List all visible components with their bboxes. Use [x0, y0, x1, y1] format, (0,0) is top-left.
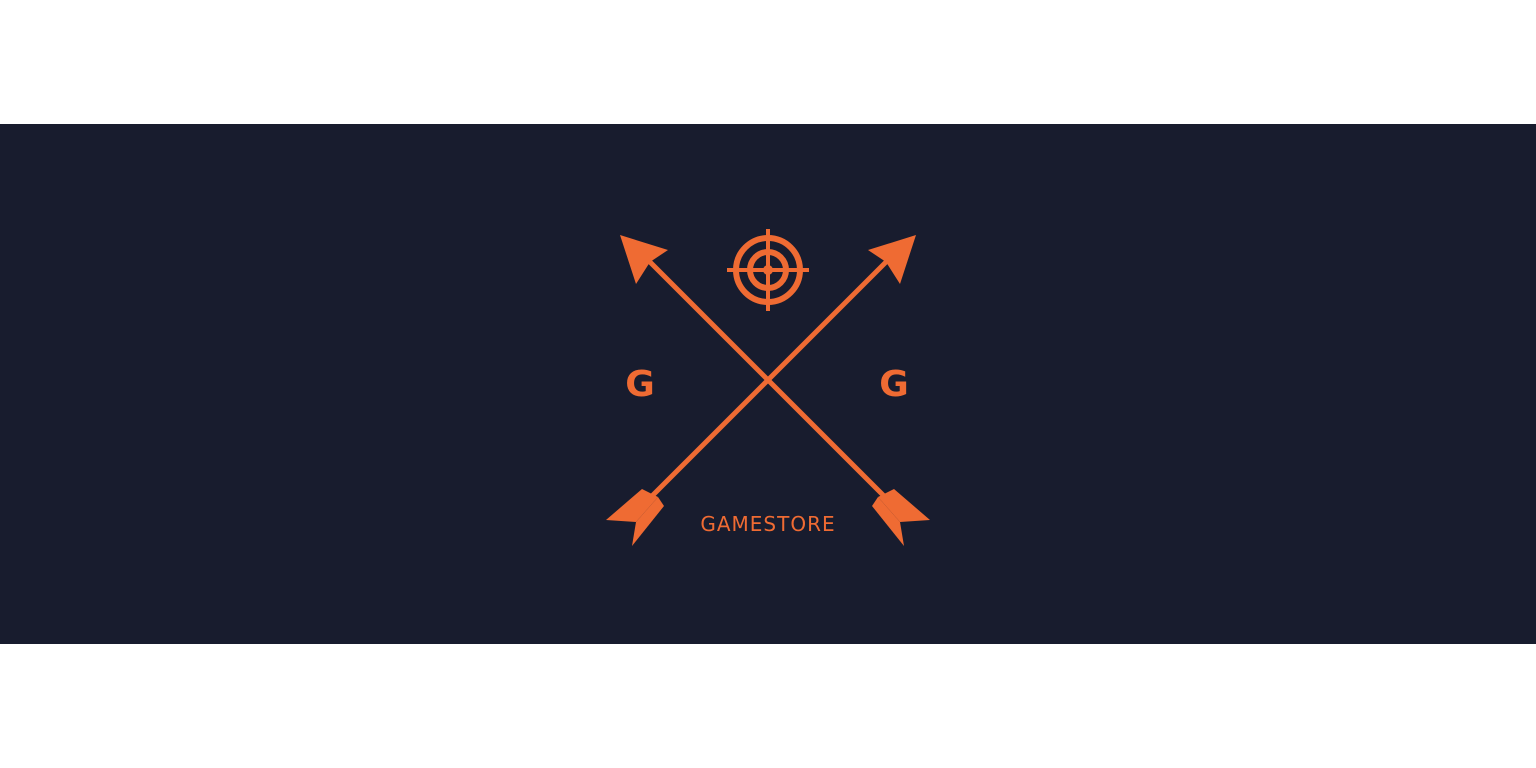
logo-left-letter: G — [625, 364, 655, 405]
crosshair-icon — [727, 229, 809, 311]
logo-right-letter: G — [879, 364, 909, 405]
arrow-icon — [620, 235, 930, 546]
logo-wordmark: GAMESTORE — [700, 512, 835, 536]
logo-banner — [0, 124, 1536, 644]
arrow-icon — [606, 235, 916, 546]
